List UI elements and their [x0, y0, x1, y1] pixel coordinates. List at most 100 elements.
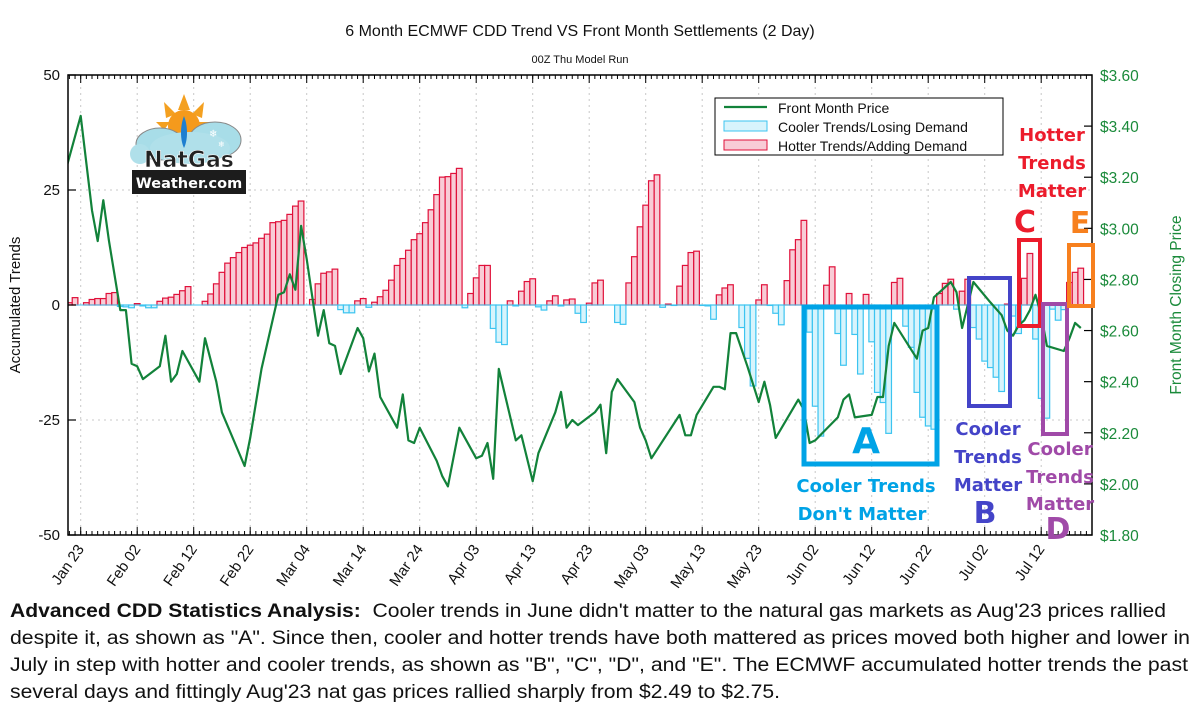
- hotter-trend-bar: [642, 204, 650, 306]
- hotter-trend-bar: [167, 296, 175, 306]
- annotation-e-box: [1067, 243, 1095, 308]
- cooler-trend-bar: [975, 304, 983, 340]
- cooler-trend-bar: [868, 304, 876, 343]
- x-tick-label: Mar 04: [273, 542, 314, 590]
- annotation-b-text-1: Cooler: [955, 419, 1020, 440]
- x-tick-label: Apr 13: [501, 542, 540, 588]
- y2-tick-label: $2.80: [1100, 272, 1139, 289]
- hotter-trend-bar: [693, 250, 700, 306]
- hotter-trend-bar: [484, 264, 491, 306]
- cooler-trend-bar: [540, 304, 548, 311]
- hotter-trend-bar: [404, 249, 412, 306]
- hotter-trend-bar: [455, 167, 463, 306]
- hotter-trend-bar: [320, 272, 328, 306]
- cooler-trend-bar: [495, 304, 503, 343]
- y-tick-label: 0: [52, 297, 60, 314]
- analysis-lead: Advanced CDD Statistics Analysis:: [10, 601, 361, 622]
- x-tick-label: May 23: [724, 542, 766, 592]
- analysis-text-1: Cooler trends in June didn't matter to t…: [361, 601, 1166, 622]
- hotter-trend-bar: [218, 271, 226, 306]
- cooler-trend-bar: [986, 304, 994, 369]
- annotation-c: C Hotter Trends Matter: [1014, 125, 1086, 328]
- x-tick-label: Feb 22: [217, 542, 258, 590]
- x-tick-label: Feb 02: [104, 542, 145, 590]
- cooler-trend-bar: [840, 304, 847, 366]
- hotter-trend-bar: [630, 256, 638, 306]
- y-tick-label: -50: [38, 527, 60, 544]
- hotter-trend-bar: [1020, 277, 1028, 306]
- hotter-trend-bar: [388, 279, 395, 306]
- logo-weather-com: Weather.com: [136, 176, 242, 192]
- cooler-trend-bar: [749, 304, 757, 387]
- hotter-trend-bar: [88, 298, 96, 306]
- hotter-trend-bar: [235, 251, 243, 306]
- hotter-trend-bar: [625, 282, 633, 306]
- hotter-trend-bar: [636, 226, 644, 306]
- x-tick-label: Mar 24: [386, 542, 427, 590]
- y-axis-right: $1.80 $2.00 $2.20 $2.40 $2.60 $2.80 $3.00 $3.20…: [1084, 68, 1139, 545]
- y2-tick-label: $3.60: [1100, 68, 1139, 85]
- cloud-icon: ❄ ❄: [130, 121, 242, 164]
- hotter-trend-bar: [823, 284, 830, 306]
- annotation-a-letter: A: [852, 421, 880, 462]
- y2-axis-label: Front Month Closing Price: [1168, 215, 1185, 394]
- hotter-trend-bar: [94, 297, 102, 306]
- cooler-trend-bar: [348, 304, 356, 314]
- hotter-trend-bar: [794, 239, 802, 306]
- hotter-trend-bar: [325, 271, 333, 306]
- hotter-trend-bar: [783, 280, 791, 306]
- annotation-d-letter: D: [1046, 512, 1071, 547]
- hotter-trend-bar: [1071, 271, 1079, 306]
- annotation-a-text-2: Don't Matter: [798, 504, 927, 525]
- hotter-trend-bar: [828, 266, 836, 306]
- cooler-trend-bar: [738, 304, 746, 329]
- cooler-trend-bar: [1032, 304, 1039, 340]
- y-axis-label: Accumulated Trends: [7, 237, 24, 374]
- hotter-trend-bar: [212, 283, 220, 306]
- hotter-trend-bar: [681, 264, 689, 306]
- legend-cooler-label: Cooler Trends/Losing Demand: [778, 119, 968, 135]
- annotation-a: A Cooler Trends Don't Matter: [796, 304, 940, 525]
- annotation-b-letter: B: [974, 496, 997, 531]
- chart-title: 6 Month ECMWF CDD Trend VS Front Month S…: [345, 23, 814, 40]
- hotter-trend-bar: [444, 176, 452, 306]
- annotation-b: Cooler Trends Matter B: [954, 276, 1022, 531]
- cooler-trend-bar: [574, 304, 582, 314]
- hotter-trend-bar: [354, 300, 361, 306]
- y2-tick-label: $2.60: [1100, 324, 1139, 341]
- snowflake-icon: ❄: [218, 140, 225, 149]
- hotter-trend-bar: [450, 172, 458, 306]
- x-tick-label: Mar 14: [330, 542, 371, 590]
- hotter-trend-bar: [258, 237, 265, 306]
- flame-icon: [181, 116, 187, 148]
- hotter-trend-bar: [263, 233, 271, 306]
- cooler-trend-bar: [614, 304, 621, 324]
- hotter-trend-bar: [162, 297, 169, 306]
- annotation-d-box: [1041, 302, 1069, 436]
- x-tick-label: May 13: [667, 542, 709, 592]
- cooler-trend-bar: [772, 304, 780, 314]
- legend: Front Month Price Cooler Trends/Losing D…: [714, 97, 1004, 156]
- annotation-c-text-2: Trends: [1018, 153, 1086, 174]
- cooler-trend-bar: [342, 304, 350, 314]
- x-tick-label: Apr 03: [444, 542, 483, 588]
- annotation-d: Cooler Trends Matter D: [1026, 302, 1094, 547]
- chart-subtitle: 00Z Thu Model Run: [531, 54, 628, 66]
- analysis-line-1: Advanced CDD Statistics Analysis: Cooler…: [10, 601, 1166, 622]
- cooler-trend-bar: [817, 304, 825, 437]
- annotation-d-text-2: Trends: [1026, 467, 1094, 488]
- hotter-trend-bar: [1026, 252, 1034, 306]
- x-tick-label: Jan 23: [48, 542, 88, 589]
- hotter-trend-bar: [71, 297, 79, 306]
- annotation-e: E: [1067, 206, 1095, 308]
- hotter-trend-bar: [410, 239, 418, 306]
- hotter-trend-bar: [727, 284, 734, 306]
- annotation-c-letter: C: [1014, 205, 1036, 240]
- hotter-trend-bar: [201, 300, 209, 306]
- y2-tick-label: $3.00: [1100, 221, 1139, 238]
- hotter-trend-bar: [224, 262, 232, 306]
- hotter-trend-bar: [755, 299, 763, 306]
- hotter-trend-bar: [105, 292, 113, 306]
- x-tick-label: May 03: [611, 542, 653, 592]
